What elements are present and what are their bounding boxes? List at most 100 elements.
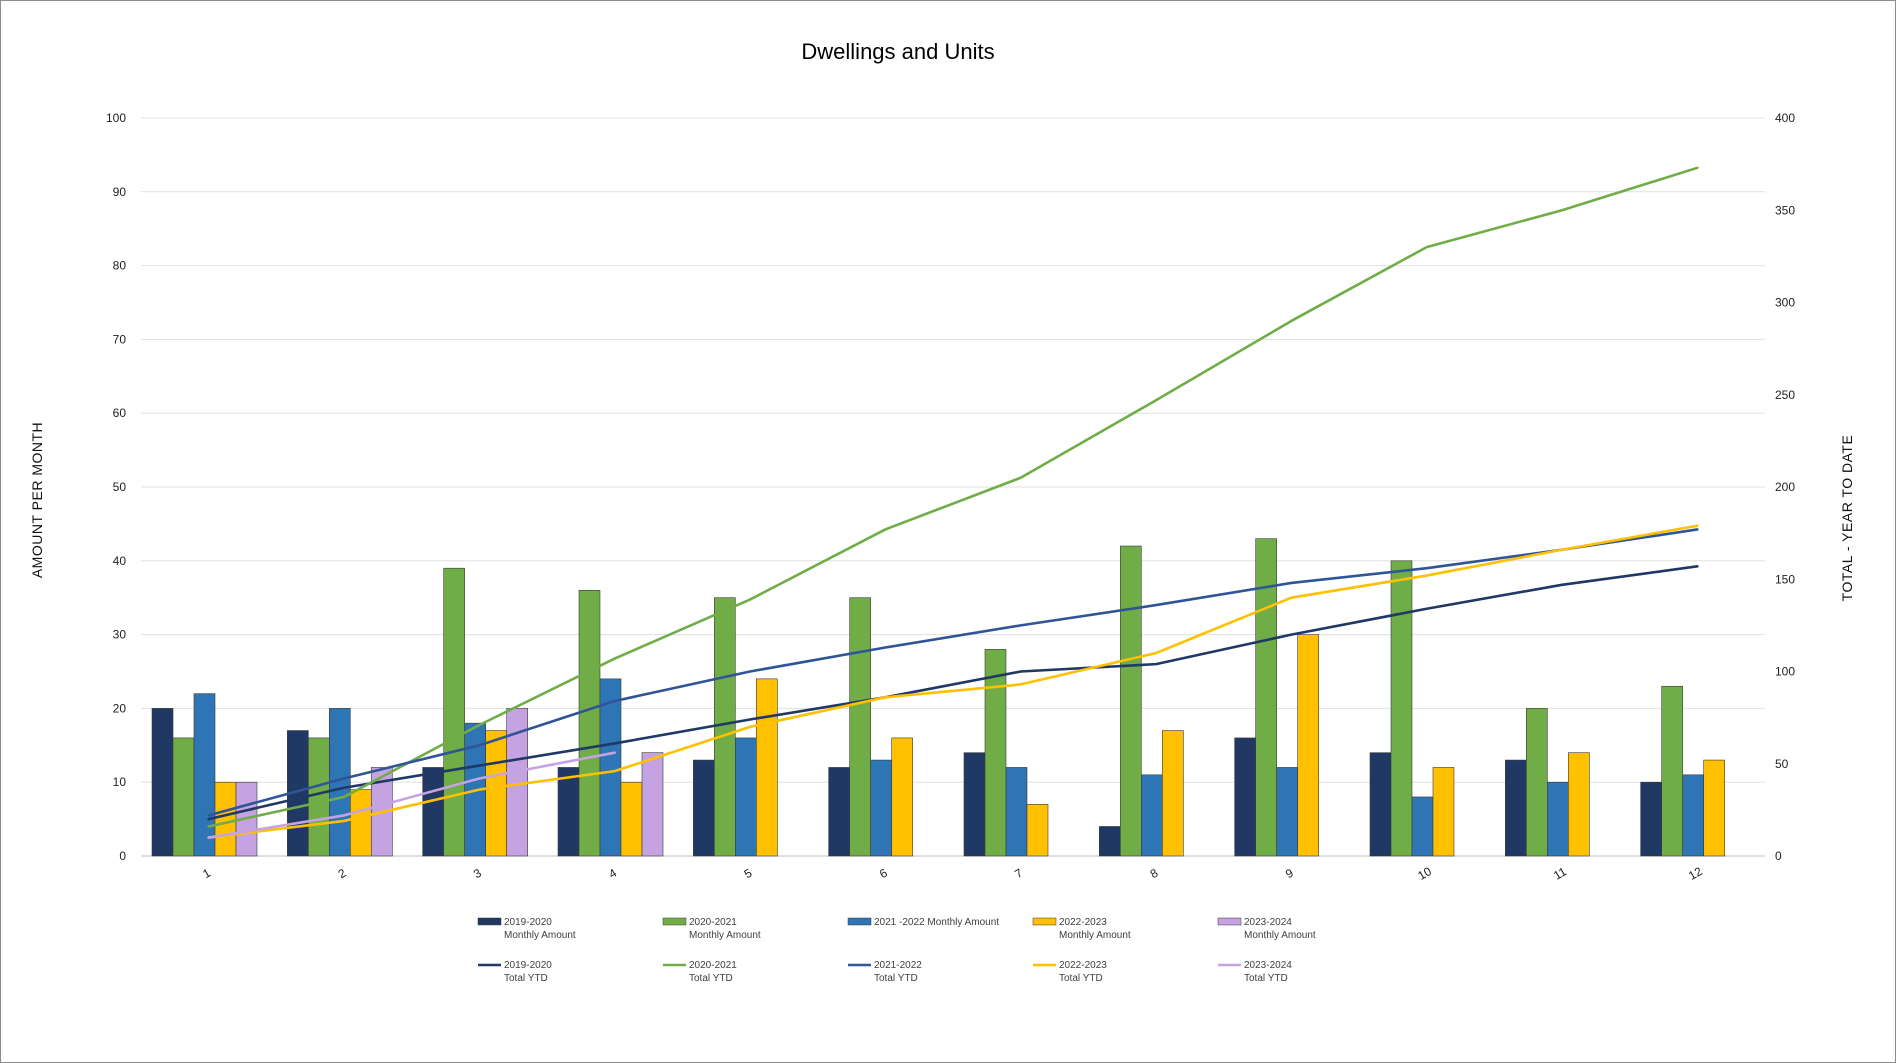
bar-2020-2021-8 bbox=[1120, 545, 1142, 857]
x-tick-label: 3 bbox=[471, 866, 484, 882]
bar-2021-2022MonthlyAmount-6 bbox=[870, 759, 892, 857]
legend-label-sub: Monthly Amount bbox=[689, 930, 761, 941]
bar-2020-2021-5 bbox=[714, 597, 736, 857]
legend-label-sub: Monthly Amount bbox=[1059, 930, 1131, 941]
y2-axis-title: TOTAL - YEAR TO DATE bbox=[1839, 435, 1855, 602]
legend-label: 2020-2021 bbox=[689, 917, 737, 928]
legend-bar-swatch bbox=[477, 917, 502, 926]
bar-2019-2020-7 bbox=[963, 752, 986, 857]
x-tick-label: 10 bbox=[1415, 864, 1434, 883]
x-tick-label: 1 bbox=[200, 866, 213, 882]
bar-2020-2021-12 bbox=[1661, 685, 1683, 857]
bar-2021-2022MonthlyAmount-12 bbox=[1682, 774, 1704, 857]
bar-2019-2020-4 bbox=[557, 767, 580, 857]
x-tick-label: 12 bbox=[1686, 864, 1705, 883]
legend-label: 2021-2022 bbox=[874, 960, 922, 971]
bar-2021-2022MonthlyAmount-5 bbox=[735, 737, 757, 857]
legend-label: 2019-2020 bbox=[504, 917, 552, 928]
bar-2022-2023-3 bbox=[485, 730, 507, 857]
x-tick-label: 9 bbox=[1283, 866, 1296, 882]
bar-2020-2021-7 bbox=[984, 649, 1007, 857]
y2-tick-label: 350 bbox=[1775, 203, 1795, 217]
bar-2019-2020-10 bbox=[1369, 752, 1392, 857]
x-tick-label: 11 bbox=[1551, 864, 1569, 883]
x-tick-label: 7 bbox=[1012, 866, 1025, 882]
bar-2021-2022MonthlyAmount-8 bbox=[1141, 774, 1163, 857]
bar-2022-2023-4 bbox=[620, 781, 643, 857]
legend-label-sub: Total YTD bbox=[504, 973, 548, 984]
legend-bar-swatch bbox=[662, 917, 687, 926]
bar-2019-2020-1 bbox=[151, 708, 174, 857]
x-tick-label: 6 bbox=[877, 866, 890, 882]
y-tick-label: 40 bbox=[113, 554, 127, 568]
y2-tick-label: 400 bbox=[1775, 111, 1795, 125]
y-tick-label: 0 bbox=[119, 849, 126, 863]
bar-2022-2023-1 bbox=[214, 781, 237, 857]
bar-2021-2022MonthlyAmount-4 bbox=[599, 678, 622, 857]
bar-2022-2023-10 bbox=[1432, 767, 1455, 857]
line-ytd-2020-2021 bbox=[207, 166, 1699, 828]
line-ytd-2022-2023 bbox=[207, 524, 1699, 839]
y-tick-label: 20 bbox=[113, 701, 127, 715]
legend-label: 2023-2024 bbox=[1244, 917, 1292, 928]
bar-2021-2022MonthlyAmount-1 bbox=[193, 693, 216, 857]
y-tick-label: 50 bbox=[113, 480, 127, 494]
bar-2022-2023-8 bbox=[1162, 730, 1184, 857]
bar-2020-2021-9 bbox=[1255, 538, 1277, 857]
legend-label-sub: Monthly Amount bbox=[1244, 930, 1316, 941]
bar-2022-2023-11 bbox=[1568, 752, 1590, 857]
bar-2022-2023-5 bbox=[756, 678, 778, 857]
legend-label: 2022-2023 bbox=[1059, 917, 1107, 928]
x-tick-label: 4 bbox=[606, 866, 619, 882]
chart-title: Dwellings and Units bbox=[801, 39, 994, 64]
bar-2020-2021-2 bbox=[308, 737, 330, 857]
legend-label: 2020-2021 bbox=[689, 960, 737, 971]
bar-2022-2023-6 bbox=[891, 737, 913, 857]
line-ytd-2019-2020 bbox=[207, 565, 1699, 821]
y-tick-label: 10 bbox=[113, 775, 127, 789]
y2-tick-label: 100 bbox=[1775, 665, 1795, 679]
bar-2022-2023-9 bbox=[1297, 634, 1319, 857]
bar-2021-2022MonthlyAmount-9 bbox=[1276, 767, 1298, 857]
legend-label-sub: Monthly Amount bbox=[504, 930, 576, 941]
y-tick-label: 100 bbox=[106, 111, 126, 125]
bar-series-group bbox=[151, 538, 1725, 857]
bar-2019-2020-11 bbox=[1505, 759, 1527, 857]
bar-2020-2021-11 bbox=[1526, 708, 1548, 857]
bar-2019-2020-12 bbox=[1640, 781, 1662, 857]
line-ytd-2021-2022 bbox=[207, 528, 1699, 817]
bar-2022-2023-7 bbox=[1026, 804, 1049, 857]
bar-2022-2023-12 bbox=[1703, 759, 1725, 857]
legend-label: 2019-2020 bbox=[504, 960, 552, 971]
bar-2020-2021-10 bbox=[1390, 560, 1413, 857]
bar-2021-2022MonthlyAmount-10 bbox=[1411, 796, 1434, 857]
legend-bar-swatch bbox=[1032, 917, 1057, 926]
y2-tick-label: 250 bbox=[1775, 388, 1795, 402]
y2-tick-label: 300 bbox=[1775, 296, 1795, 310]
bar-2020-2021-1 bbox=[172, 737, 195, 857]
bar-2023-2024-4 bbox=[641, 752, 664, 857]
legend-label-sub: Total YTD bbox=[1059, 973, 1103, 984]
x-tick-label: 8 bbox=[1148, 866, 1161, 882]
bar-2020-2021-4 bbox=[578, 590, 601, 857]
y-tick-label: 80 bbox=[113, 259, 127, 273]
legend-label-sub: Total YTD bbox=[1244, 973, 1288, 984]
bar-2020-2021-6 bbox=[849, 597, 871, 857]
x-tick-label: 2 bbox=[336, 866, 349, 882]
y2-tick-label: 150 bbox=[1775, 572, 1795, 586]
y-tick-label: 60 bbox=[113, 406, 127, 420]
bar-2019-2020-3 bbox=[422, 767, 444, 857]
line-ytd-2023-2024 bbox=[207, 751, 616, 839]
y-tick-label: 30 bbox=[113, 628, 127, 642]
bar-2020-2021-3 bbox=[443, 567, 465, 857]
legend-bar-swatch bbox=[1217, 917, 1242, 926]
x-tick-label: 5 bbox=[742, 866, 755, 882]
y2-tick-label: 50 bbox=[1775, 757, 1789, 771]
bar-2022-2023-2 bbox=[350, 789, 372, 857]
bar-2021-2022MonthlyAmount-7 bbox=[1005, 767, 1028, 857]
legend-bar-swatch bbox=[847, 917, 872, 926]
bar-2019-2020-5 bbox=[693, 759, 715, 857]
bar-2019-2020-9 bbox=[1234, 737, 1256, 857]
